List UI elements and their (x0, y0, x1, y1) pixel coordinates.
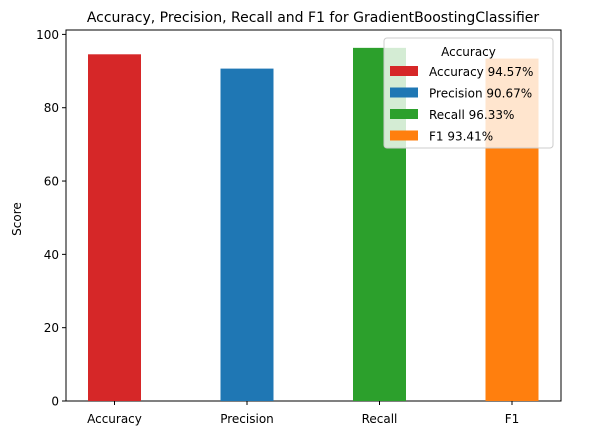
y-tick-label: 0 (51, 395, 59, 409)
legend-entry-label: Recall 96.33% (429, 108, 514, 122)
y-tick-label: 100 (36, 28, 59, 42)
x-tick-label: Precision (220, 412, 274, 426)
x-tick-label: Accuracy (87, 412, 142, 426)
bar-accuracy (88, 54, 141, 401)
y-tick-label: 80 (44, 101, 59, 115)
legend-box (383, 37, 554, 149)
legend: Accuracy Accuracy 94.57% Precision 90.67% R… (383, 37, 554, 149)
legend-swatch (390, 87, 418, 98)
x-axis: Accuracy Precision Recall F1 (87, 401, 519, 426)
y-axis-label: Score (10, 202, 24, 236)
legend-swatch (390, 130, 418, 141)
legend-entry-label: F1 93.41% (429, 130, 493, 144)
plot-area (65, 29, 562, 402)
x-tick-label: F1 (505, 412, 520, 426)
legend-entry-label: Accuracy 94.57% (429, 65, 533, 79)
bar-precision (220, 68, 274, 402)
legend-swatch (390, 109, 418, 119)
y-tick-label: 20 (44, 321, 59, 335)
legend-entry-label: Precision 90.67% (429, 87, 532, 101)
y-axis: 0 20 40 60 80 100 (36, 28, 66, 409)
legend-swatch (390, 66, 418, 76)
x-tick-label: Recall (362, 412, 398, 426)
chart-title: Accuracy, Precision, Recall and F1 for G… (87, 10, 540, 26)
axes-frame (65, 29, 562, 402)
y-tick-label: 40 (44, 248, 59, 262)
y-tick-label: 60 (44, 175, 59, 189)
legend-title: Accuracy (441, 45, 496, 59)
